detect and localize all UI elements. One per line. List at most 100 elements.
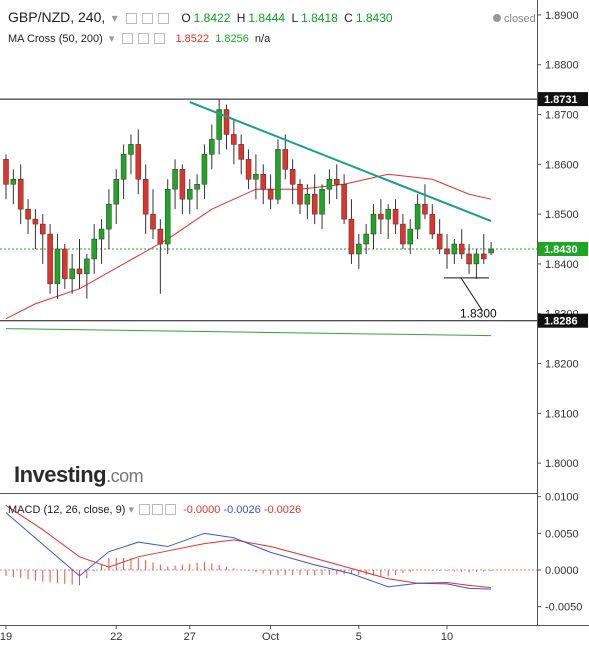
low-label: L (291, 11, 299, 25)
bearish-candle (282, 149, 289, 170)
ma-indicator-label[interactable]: MA Cross (50, 200) (8, 33, 103, 45)
bearish-candle (40, 223, 46, 235)
bullish-candle (98, 228, 105, 240)
symbol-label[interactable]: GBP/NZD, 240, (8, 9, 106, 25)
bullish-candle (216, 109, 222, 140)
bullish-candle (128, 144, 134, 155)
eye-icon[interactable] (122, 33, 134, 44)
price-tick-label: 1.8500 (545, 209, 579, 221)
close-value: 1.8430 (355, 11, 393, 25)
descending-trendline (189, 101, 492, 223)
time-tick-label: 19 (0, 631, 12, 643)
bullish-candle (194, 184, 200, 190)
macd-indicator-header: MACD (12, 26, close, 9) ▾ -0.0000 -0.002… (8, 503, 301, 516)
macd-tick-label: 0.0000 (545, 565, 579, 577)
gear-icon[interactable] (152, 504, 164, 515)
bullish-candle (356, 243, 362, 255)
bullish-candle (201, 154, 208, 185)
time-tick-label: 27 (184, 631, 196, 643)
ma-slow-value: 1.8256 (215, 33, 249, 45)
bullish-candle (363, 233, 369, 245)
bullish-candle (304, 193, 311, 205)
bearish-candle (334, 179, 340, 185)
ma-indicator-header: MA Cross (50, 200) ▾ 1.8522 1.8256 n/a (8, 32, 273, 45)
gear-icon[interactable] (141, 13, 153, 24)
close-icon[interactable] (165, 504, 177, 515)
bearish-candle (436, 233, 443, 250)
bearish-candle (179, 169, 186, 200)
gear-icon[interactable] (138, 33, 150, 44)
bearish-candle (378, 213, 384, 220)
bullish-candle (113, 179, 119, 205)
bearish-candle (25, 208, 31, 220)
bullish-candle (164, 188, 171, 245)
bearish-candle (481, 253, 487, 260)
status-text: closed (504, 13, 536, 25)
bearish-candle (32, 218, 39, 225)
bearish-candle (466, 253, 472, 265)
bullish-candle (326, 179, 333, 190)
bullish-candle (253, 174, 259, 180)
macd-tick-label: -0.0050 (545, 602, 582, 614)
bearish-candle (458, 243, 465, 255)
settings-icon[interactable] (125, 13, 137, 24)
bearish-candle (245, 159, 252, 180)
bearish-candle (422, 203, 428, 215)
price-tick-label: 1.8700 (545, 110, 579, 122)
high-label: H (236, 11, 246, 25)
bullish-candle (91, 238, 97, 260)
bearish-candle (392, 208, 399, 225)
price-tick-label: 1.8200 (545, 359, 579, 371)
bearish-candle (429, 213, 436, 235)
time-tick-label: Oct (262, 631, 279, 643)
bearish-candle (289, 169, 296, 185)
bullish-candle (414, 203, 421, 230)
macd-line (5, 512, 492, 590)
ma-na-value: n/a (254, 33, 271, 45)
bearish-candle (311, 193, 318, 215)
ma50-line (5, 173, 492, 320)
price-tick-label: 1.8900 (545, 10, 579, 22)
bearish-candle (400, 223, 406, 245)
logo-text: Investing (14, 462, 107, 487)
macd-indicator-label[interactable]: MACD (12, 26, close, 9) (8, 504, 126, 516)
price-tick-label: 1.8800 (545, 60, 579, 72)
macd-tick-label: 0.0050 (545, 528, 579, 540)
bearish-candle (238, 144, 244, 160)
low-value: 1.8418 (301, 11, 338, 25)
logo-suffix: .com (106, 466, 144, 486)
open-label: O (181, 11, 191, 25)
bullish-candle (275, 149, 281, 200)
time-tick-label: 10 (441, 631, 453, 643)
price-tick-label: 1.8000 (545, 458, 579, 470)
time-tick-label: 5 (356, 631, 362, 643)
chart-header: GBP/NZD, 240, ▾ O 1.8422 H 1.8444 L 1.8418 … (8, 9, 396, 25)
bearish-candle (260, 174, 266, 190)
high-value: 1.8444 (248, 11, 286, 25)
bullish-candle (84, 258, 90, 275)
open-value: 1.8422 (193, 11, 231, 25)
eye-icon[interactable] (139, 504, 151, 515)
macd-dropdown-icon[interactable]: ▾ (128, 504, 134, 516)
bearish-candle (76, 268, 83, 275)
bullish-candle (488, 248, 494, 254)
price-tick-label: 1.8400 (545, 259, 579, 271)
time-tick-label: 22 (110, 631, 122, 643)
close-icon[interactable] (157, 13, 169, 24)
annotation-label: 1.8300 (460, 307, 497, 321)
bearish-candle (341, 184, 347, 220)
symbol-dropdown-icon[interactable]: ▾ (111, 11, 118, 25)
bearish-candle (348, 218, 355, 255)
resistance-price-label: 1.8731 (544, 94, 578, 106)
close-icon[interactable] (154, 33, 166, 44)
bearish-candle (142, 179, 149, 215)
macd-tick-label: 0.0100 (545, 492, 579, 504)
ma-dropdown-icon[interactable]: ▾ (108, 33, 115, 45)
price-tick-label: 1.8600 (545, 159, 579, 171)
bullish-candle (209, 139, 215, 155)
support-price-label-bg (538, 313, 588, 328)
price-tick-label: 1.8100 (545, 408, 579, 420)
status-dot-icon (493, 14, 501, 22)
market-status: closed (493, 11, 539, 25)
annotation-pointer (460, 277, 483, 312)
